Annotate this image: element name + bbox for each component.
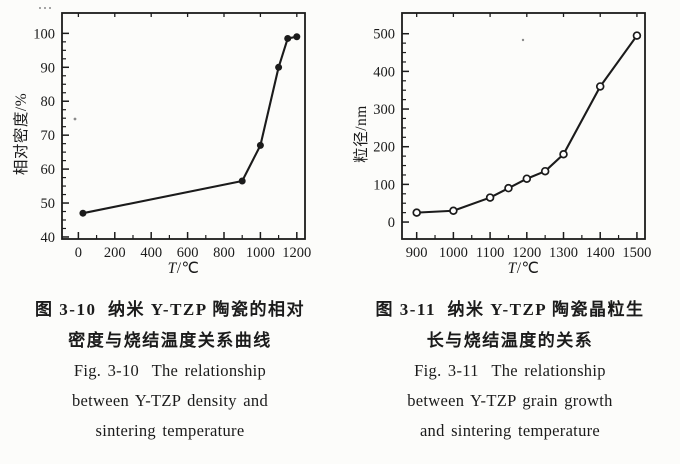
x-tick-label: 1200	[512, 245, 541, 261]
filled-circle-marker	[256, 141, 264, 149]
y-tick-label: 300	[373, 102, 395, 118]
filled-circle-marker	[275, 63, 283, 71]
x-tick-label: 1500	[622, 245, 651, 261]
caption-cn-line-2: 长与烧结温度的关系	[426, 331, 594, 350]
caption-en-line-2: between Y-TZP grain growth	[407, 391, 613, 410]
y-tick-label: 400	[373, 64, 395, 80]
filled-circle-marker	[79, 209, 87, 217]
plot-frame	[401, 12, 646, 240]
scan-speckle	[44, 7, 46, 9]
x-tick-label: 800	[213, 245, 235, 261]
scan-speckle	[39, 7, 41, 9]
open-circle-marker	[522, 174, 532, 183]
scan-speckle	[49, 7, 51, 9]
caption-en-line-3: sintering temperature	[95, 421, 245, 440]
y-tick-label: 40	[41, 230, 56, 246]
figure-3-11-caption: 图 3-11 纳米 Y-TZP 陶瓷晶粒生 长与烧结温度的关系 Fig. 3-1…	[376, 294, 645, 446]
y-tick-label: 100	[373, 177, 395, 193]
x-tick-label: 1400	[586, 245, 615, 261]
filled-circle-marker	[293, 33, 301, 41]
y-axis-label: 粒径/nm	[352, 105, 370, 163]
y-tick-label: 200	[373, 140, 395, 156]
scan-speckle	[521, 38, 525, 42]
figure-3-10: 0 200 400 600 800 1000 1200 40 50 60 70 80 90 100 T/℃ 相…	[0, 0, 340, 446]
y-tick-label: 100	[33, 26, 55, 42]
x-tick-label: 0	[75, 245, 82, 261]
x-tick-label: 400	[140, 245, 162, 261]
caption-cn-line-2: 密度与烧结温度关系曲线	[68, 331, 272, 350]
filled-circle-marker	[284, 34, 292, 42]
x-tick-label: 1000	[439, 245, 468, 261]
open-circle-marker	[559, 150, 568, 159]
x-tick-label: 1200	[282, 245, 311, 261]
data-line	[415, 34, 638, 214]
scan-speckle	[73, 117, 77, 121]
data-line	[81, 35, 298, 215]
relative-density-chart: 0 200 400 600 800 1000 1200 40 50 60 70 80 90 100 T/℃ 相…	[12, 7, 311, 277]
caption-en-line-3: and sintering temperature	[419, 421, 601, 440]
open-circle-marker	[504, 183, 513, 193]
y-tick-label: 50	[41, 196, 56, 212]
x-tick-label: 600	[177, 245, 199, 261]
figures-row: 0 200 400 600 800 1000 1200 40 50 60 70 80 90 100 T/℃ 相…	[0, 0, 680, 446]
figure-3-10-caption: 图 3-10 纳米 Y-TZP 陶瓷的相对 密度与烧结温度关系曲线 Fig. 3…	[35, 294, 305, 446]
caption-cn-line-1: 图 3-10 纳米 Y-TZP 陶瓷的相对	[35, 300, 305, 319]
open-circle-marker	[412, 208, 421, 217]
caption-cn-line-1: 图 3-11 纳米 Y-TZP 陶瓷晶粒生	[375, 300, 645, 319]
open-circle-marker	[595, 82, 605, 91]
open-circle-marker	[540, 166, 550, 176]
x-tick-label: 1300	[549, 245, 578, 261]
caption-en-line-1: Fig. 3-10 The relationship	[73, 361, 267, 380]
y-tick-label: 60	[41, 162, 56, 178]
open-circle-marker	[449, 206, 458, 216]
x-tick-label: 200	[104, 245, 126, 261]
y-tick-label: 500	[373, 27, 395, 43]
filled-circle-marker	[238, 177, 246, 185]
grain-size-chart: 900 1000 1100 1200 1300 1400 1500 0 100 200 300 400…	[352, 12, 651, 277]
open-circle-marker	[632, 31, 642, 40]
x-axis-label: T/℃	[508, 260, 540, 277]
x-axis-label: T/℃	[168, 260, 200, 277]
x-tick-label: 1000	[246, 245, 275, 261]
y-tick-label: 0	[388, 215, 395, 231]
figure-3-11: 900 1000 1100 1200 1300 1400 1500 0 100 200 300 400…	[340, 0, 680, 446]
y-tick-label: 80	[41, 94, 56, 110]
open-circle-marker	[485, 193, 495, 202]
y-axis-label: 相对密度/%	[12, 93, 30, 175]
y-tick-label: 70	[41, 128, 56, 144]
x-tick-label: 1100	[476, 245, 504, 261]
x-tick-label: 900	[406, 245, 428, 261]
caption-en-line-1: Fig. 3-11 The relationship	[414, 361, 606, 380]
y-tick-label: 90	[41, 60, 56, 76]
caption-en-line-2: between Y-TZP density and	[71, 391, 268, 410]
plot-frame	[61, 12, 306, 240]
